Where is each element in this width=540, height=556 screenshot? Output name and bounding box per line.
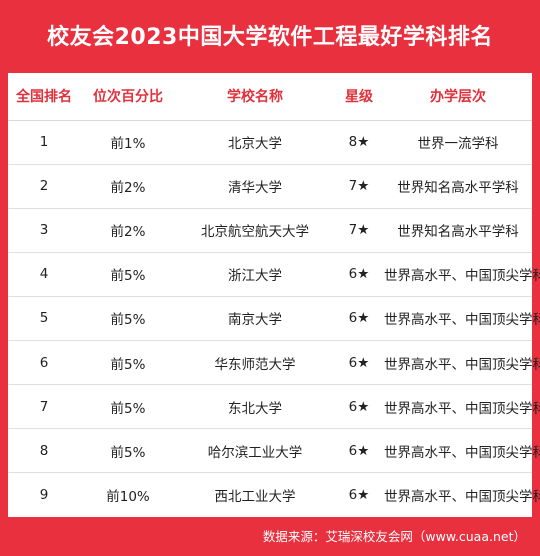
cell-level: 世界高水平、中国顶尖学科	[384, 384, 540, 430]
cell-percentile: 前5%	[80, 296, 176, 341]
cell-level: 世界一流学科	[384, 120, 532, 165]
header-rank: 全国排名	[8, 73, 80, 121]
table-row: 5 前5% 南京大学 6★ 世界高水平、中国顶尖学科	[8, 296, 540, 341]
table-row: 1 前1% 北京大学 8★ 世界一流学科	[8, 120, 532, 165]
table-row: 7 前5% 东北大学 6★ 世界高水平、中国顶尖学科	[8, 384, 540, 430]
cell-school: 清华大学	[176, 164, 334, 209]
cell-rank: 3	[8, 208, 80, 253]
cell-stars: 6★	[334, 252, 384, 297]
cell-rank: 2	[8, 164, 80, 209]
header-percentile: 位次百分比	[80, 73, 176, 121]
cell-rank: 8	[8, 428, 80, 474]
cell-rank: 9	[39, 487, 49, 504]
cell-percentile: 前5%	[80, 252, 176, 297]
cell-level: 世界知名高水平学科	[384, 208, 532, 253]
cell-stars: 6★	[334, 296, 384, 341]
header-stars: 星级	[334, 73, 384, 121]
cell-stars: 8★	[334, 120, 384, 165]
header-level: 办学层次	[384, 73, 532, 121]
cell-school: 哈尔滨工业大学	[176, 428, 334, 474]
cell-school: 浙江大学	[176, 252, 334, 297]
ranking-table: 全国排名 位次百分比 学校名称 星级 办学层次 1 前1% 北京大学 8★ 世界…	[8, 73, 540, 517]
cell-stars: 7★	[334, 164, 384, 209]
cell-percentile: 前2%	[80, 208, 176, 253]
cell-school: 南京大学	[176, 296, 334, 341]
header-school: 学校名称	[176, 73, 334, 121]
cell-percentile: 前5%	[80, 428, 176, 474]
table-row: 2 前2% 清华大学 7★ 世界知名高水平学科	[8, 164, 532, 209]
page-title: 校友会2023中国大学软件工程最好学科排名	[47, 25, 493, 50]
cell-rank: 7	[8, 384, 80, 430]
cell-percentile: 前1%	[80, 120, 176, 165]
cell-school: 东北大学	[176, 384, 334, 430]
cell-stars: 6★	[348, 487, 370, 504]
cell-school: 北京航空航天大学	[176, 208, 334, 253]
data-source-note: 数据来源：艾瑞深校友会网（www.cuaa.net）	[262, 528, 526, 544]
cell-percentile: 前5%	[80, 340, 176, 386]
cell-rank: 5	[8, 296, 80, 341]
cell-level: 世界高水平、中国顶尖学科	[384, 252, 540, 297]
cell-level: 世界知名高水平学科	[384, 164, 532, 209]
table-row: 9 前10% 西北工业大学 6★ 世界高水平、中国顶尖学科	[8, 473, 540, 517]
cell-percentile: 前2%	[80, 164, 176, 209]
table-row: 8 前5% 哈尔滨工业大学 6★ 世界高水平、中国顶尖学科	[8, 428, 540, 474]
cell-percentile: 前5%	[80, 384, 176, 430]
cell-stars: 6★	[334, 340, 384, 386]
cell-level: 世界高水平、中国顶尖学科	[384, 428, 540, 474]
cell-school: 西北工业大学	[214, 489, 296, 506]
cell-level: 世界高水平、中国顶尖学科	[384, 340, 540, 386]
cell-level: 世界高水平、中国顶尖学科	[384, 296, 540, 341]
ranking-table-panel: 全国排名 位次百分比 学校名称 星级 办学层次 1 前1% 北京大学 8★ 世界…	[8, 73, 540, 517]
table-header-row: 全国排名 位次百分比 学校名称 星级 办学层次	[8, 73, 532, 121]
cell-stars: 7★	[334, 208, 384, 253]
cell-stars: 6★	[334, 428, 384, 474]
table-row: 4 前5% 浙江大学 6★ 世界高水平、中国顶尖学科	[8, 252, 540, 297]
cell-percentile: 前10%	[106, 489, 150, 506]
cell-rank: 1	[8, 120, 80, 165]
cell-school: 华东师范大学	[176, 340, 334, 386]
cell-stars: 6★	[334, 384, 384, 430]
cell-rank: 4	[8, 252, 80, 297]
cell-level: 世界高水平、中国顶尖学科	[384, 489, 540, 506]
table-row: 6 前5% 华东师范大学 6★ 世界高水平、中国顶尖学科	[8, 340, 540, 386]
cell-rank: 6	[8, 340, 80, 386]
table-row: 3 前2% 北京航空航天大学 7★ 世界知名高水平学科	[8, 208, 532, 253]
cell-school: 北京大学	[176, 120, 334, 165]
